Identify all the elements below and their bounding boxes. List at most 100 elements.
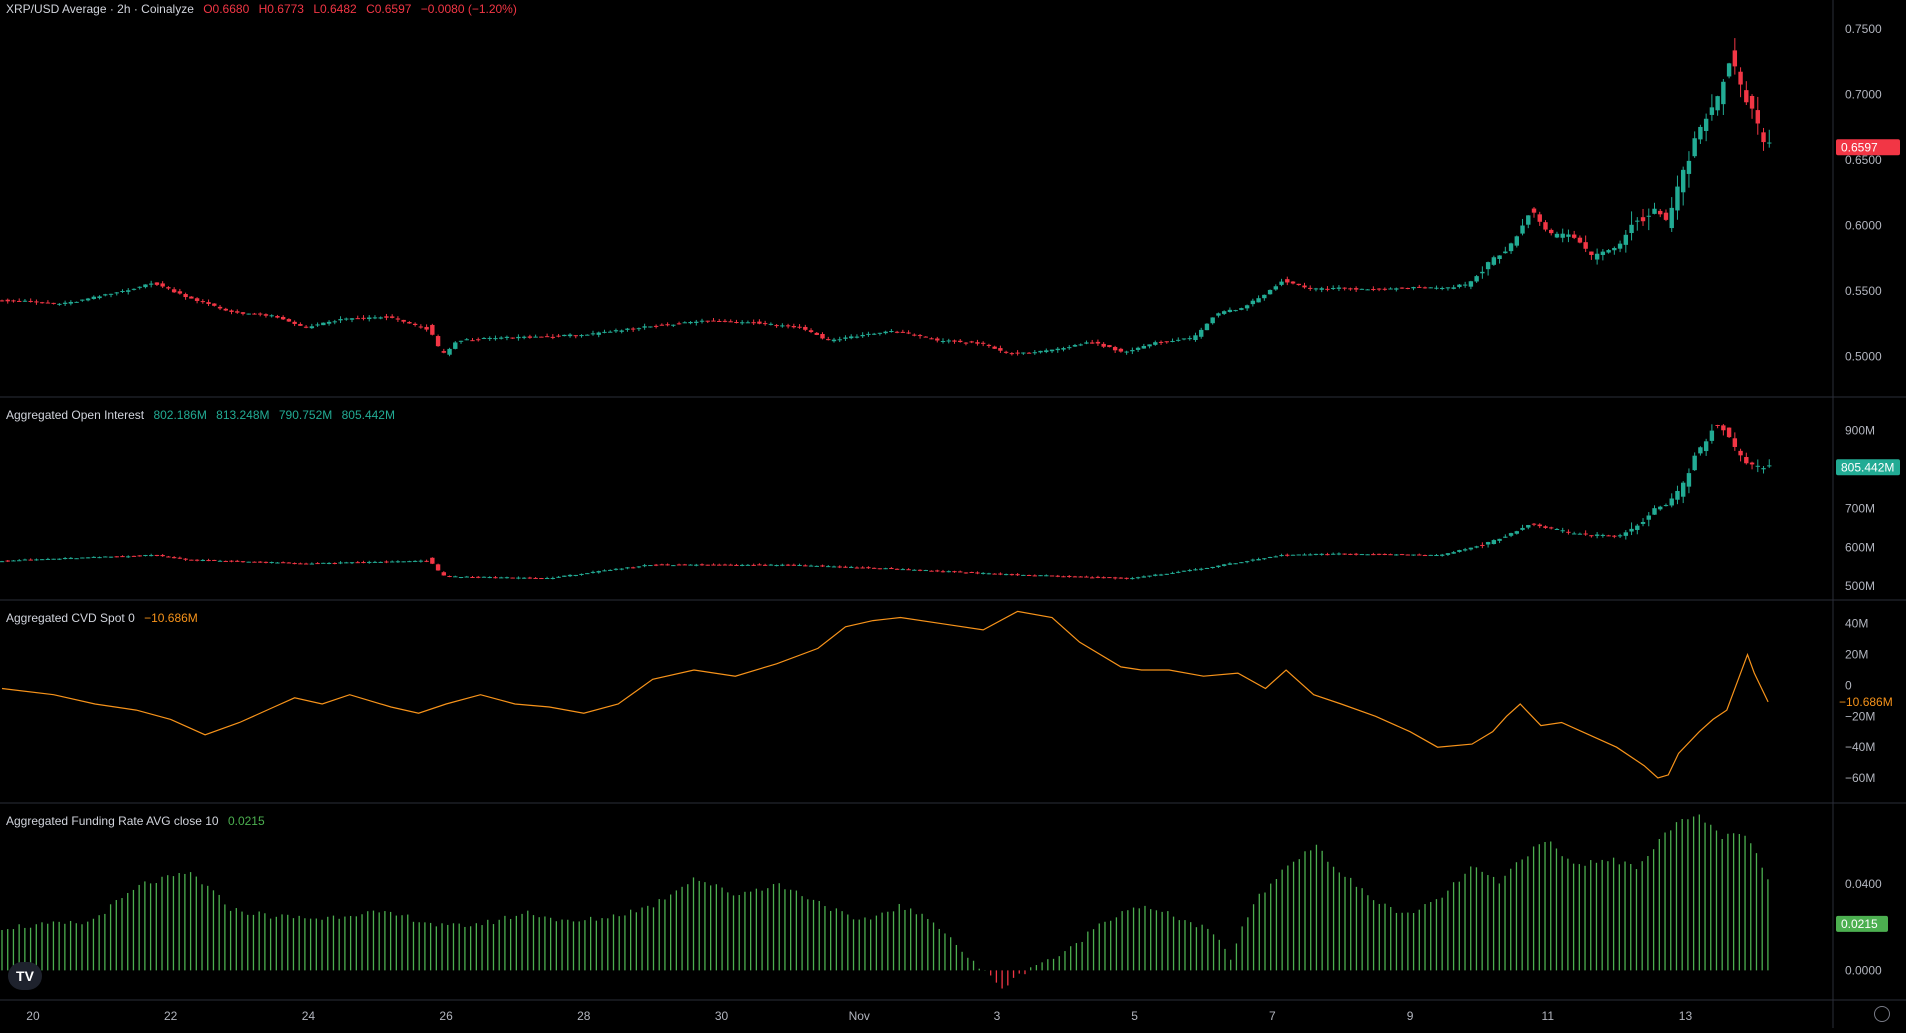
candle-body <box>1003 574 1009 576</box>
x-tick-label: 9 <box>1407 1009 1414 1023</box>
candle-body <box>1474 276 1479 282</box>
candle-body <box>1353 288 1359 290</box>
candle-body <box>1044 350 1049 353</box>
candle-body <box>567 574 573 577</box>
candle-body <box>1158 574 1164 576</box>
candle-body <box>694 564 699 566</box>
candle-body <box>826 339 831 341</box>
candle-body <box>1089 577 1095 579</box>
candle-body <box>1703 441 1709 452</box>
candle-body <box>1629 224 1634 234</box>
candle-body <box>332 321 337 323</box>
candle-body <box>1663 505 1669 507</box>
candle-body <box>1181 338 1187 340</box>
candle-body <box>1520 225 1525 234</box>
cvd-last-badge: −10.686M <box>1839 695 1893 709</box>
candle-body <box>722 320 728 322</box>
candle-body <box>1015 352 1020 354</box>
candle-body <box>1623 234 1629 245</box>
candle-body <box>579 573 584 575</box>
candle-body <box>539 578 544 580</box>
candle-body <box>1462 549 1468 551</box>
x-tick-label: 20 <box>26 1009 40 1023</box>
candle-body <box>470 340 475 342</box>
candle-body <box>803 326 808 330</box>
candle-body <box>625 328 630 330</box>
settings-gear-icon[interactable] <box>1874 1006 1890 1022</box>
candle-body <box>1130 578 1135 580</box>
candle-body <box>791 564 797 566</box>
candle-body <box>1428 287 1433 289</box>
candle-body <box>1336 553 1342 555</box>
candle-body <box>1589 251 1594 255</box>
candle-body <box>751 322 756 324</box>
candle-body <box>1233 563 1238 565</box>
candle-body <box>1445 553 1451 555</box>
candle-body <box>877 568 883 570</box>
candle-body <box>91 296 97 299</box>
candle-body <box>321 562 326 564</box>
candle-body <box>349 562 355 564</box>
candle-body <box>401 319 406 322</box>
candle-body <box>940 341 946 343</box>
candle-body <box>1124 577 1129 579</box>
y-tick-label: 600M <box>1845 540 1875 554</box>
x-tick-label: 5 <box>1131 1009 1138 1023</box>
cvd-last-badge-bg <box>1836 693 1902 710</box>
candle-body <box>745 564 751 566</box>
candle-body <box>1680 169 1686 193</box>
candle-body <box>85 557 91 559</box>
candle-body <box>384 316 389 318</box>
funding-last-badge-bg <box>1836 915 1888 932</box>
candle-body <box>1669 207 1674 229</box>
candle-body <box>97 296 102 299</box>
candle-body <box>510 337 515 339</box>
candle-body <box>1726 63 1732 77</box>
candle-body <box>745 322 751 324</box>
candle-body <box>1686 160 1692 174</box>
candle-body <box>1411 287 1416 289</box>
candle-body <box>556 335 561 337</box>
tradingview-logo-icon[interactable]: TV <box>8 962 42 990</box>
candle-body <box>877 332 883 334</box>
candle-body <box>608 569 613 571</box>
candle-body <box>143 284 148 288</box>
candle-body <box>74 558 79 560</box>
candle-body <box>1244 305 1250 309</box>
candle-body <box>579 335 584 337</box>
candle-body <box>791 326 797 328</box>
candle-body <box>814 565 819 567</box>
candle-body <box>1388 554 1393 556</box>
candle-body <box>849 566 854 568</box>
candle-body <box>1325 554 1330 556</box>
candle-body <box>1250 559 1256 561</box>
candle-body <box>1440 288 1445 290</box>
candle-body <box>493 577 498 579</box>
candle-body <box>717 320 722 322</box>
candle-body <box>1308 554 1313 556</box>
candle-body <box>1709 107 1715 115</box>
candle-body <box>1302 285 1307 288</box>
candle-body <box>1399 287 1405 289</box>
candle-body <box>1353 553 1359 555</box>
candle-body <box>177 557 183 559</box>
candle-body <box>1480 544 1485 546</box>
candle-body <box>309 563 315 565</box>
candle-body <box>470 576 475 578</box>
y-tick-label: 700M <box>1845 501 1875 515</box>
funding-y-tick-label: 0.0400 <box>1845 877 1882 891</box>
candle-body <box>1744 90 1749 103</box>
candle-body <box>57 303 62 305</box>
candle-body <box>424 326 429 330</box>
candle-body <box>235 560 240 562</box>
x-tick-label: 28 <box>577 1009 591 1023</box>
candle-body <box>671 324 676 326</box>
candle-body <box>642 326 647 328</box>
candle-body <box>103 556 108 558</box>
candle-body <box>1302 554 1307 556</box>
candle-body <box>206 560 211 562</box>
candle-body <box>223 308 228 311</box>
candle-body <box>1055 575 1060 577</box>
